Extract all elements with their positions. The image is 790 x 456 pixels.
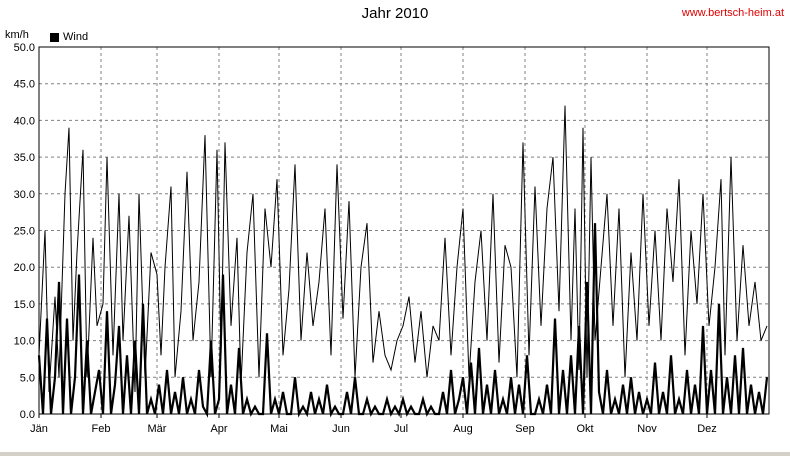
chart-title: Jahr 2010 bbox=[361, 5, 429, 22]
x-tick-label: Nov bbox=[637, 423, 657, 435]
x-tick-label: Sep bbox=[515, 423, 535, 435]
y-tick-label: 15.0 bbox=[14, 299, 35, 311]
y-tick-label: 25.0 bbox=[14, 226, 35, 238]
y-tick-label: 30.0 bbox=[14, 189, 35, 201]
x-tick-label: Jul bbox=[394, 423, 408, 435]
x-tick-label: Feb bbox=[92, 423, 111, 435]
y-tick-label: 50.0 bbox=[14, 42, 35, 54]
y-tick-label: 35.0 bbox=[14, 152, 35, 164]
y-tick-label: 0.0 bbox=[20, 409, 35, 421]
y-tick-label: 45.0 bbox=[14, 79, 35, 91]
series-line-mean bbox=[37, 223, 769, 418]
footer-bar bbox=[0, 451, 790, 456]
y-tick-label: 5.0 bbox=[20, 372, 35, 384]
y-axis-unit: km/h bbox=[5, 29, 29, 41]
x-tick-label: Aug bbox=[453, 423, 473, 435]
legend-swatch bbox=[50, 32, 59, 42]
y-tick-label: 10.0 bbox=[14, 336, 35, 348]
legend: Wind bbox=[50, 31, 88, 43]
x-tick-label: Jän bbox=[30, 423, 48, 435]
x-tick-label: Apr bbox=[210, 423, 227, 435]
x-tick-label: Mär bbox=[148, 423, 167, 435]
legend-label: Wind bbox=[63, 31, 89, 43]
watermark-link: www.bertsch-heim.at bbox=[681, 7, 784, 19]
y-tick-label: 40.0 bbox=[14, 115, 35, 127]
y-tick-label: 20.0 bbox=[14, 262, 35, 274]
x-tick-label: Mai bbox=[270, 423, 288, 435]
x-tick-label: Dez bbox=[697, 423, 717, 435]
series-line-peak bbox=[38, 105, 768, 393]
x-tick-label: Okt bbox=[576, 423, 593, 435]
x-tick-label: Jun bbox=[332, 423, 350, 435]
plot-frame bbox=[38, 46, 770, 415]
